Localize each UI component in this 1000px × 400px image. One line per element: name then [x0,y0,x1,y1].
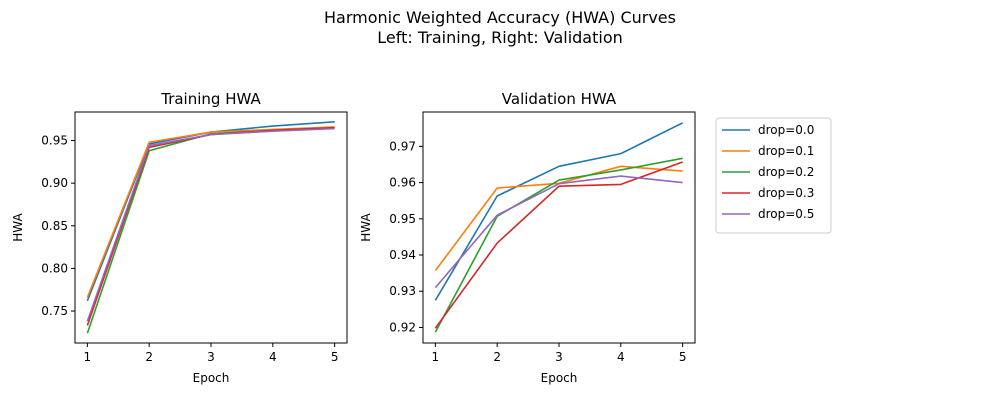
series-line-drop=0.2 [86,126,335,334]
series-line-drop=0.5 [86,127,335,322]
y-tick-label: 0.97 [389,139,416,153]
series-line-drop=0.0 [434,122,683,301]
y-axis-label: HWA [359,212,373,241]
x-tick-label: 5 [679,350,687,364]
panel-title: Validation HWA [502,90,617,108]
x-tick-label: 3 [555,350,563,364]
training-hwa-panel: Training HWA 1 2 3 4 5 0.75 0.80 0.85 0.90 0.95 Epo… [11,90,348,385]
x-tick-label: 4 [269,350,277,364]
x-tick-label: 2 [493,350,501,364]
y-tick-label: 0.96 [389,176,416,190]
legend-entry: drop=0.5 [758,207,814,221]
y-tick-label: 0.90 [41,176,68,190]
y-tick-label: 0.80 [41,261,68,275]
series-line-drop=0.0 [86,121,335,302]
legend-entry: drop=0.3 [758,186,814,200]
y-tick-label: 0.85 [41,219,68,233]
x-tick-label: 4 [617,350,625,364]
y-tick-label: 0.93 [389,284,416,298]
x-tick-label: 2 [145,350,153,364]
x-tick-label: 3 [207,350,215,364]
x-tick-label: 5 [331,350,339,364]
y-tick-label: 0.95 [389,212,416,226]
x-axis-label: Epoch [193,371,230,385]
validation-hwa-panel: Validation HWA 1 2 3 4 5 0.92 0.93 0.94 0.95 0.96 0… [359,90,696,385]
y-tick-label: 0.94 [389,248,416,262]
x-axis-label: Epoch [541,371,578,385]
series-line-drop=0.2 [434,157,683,333]
legend-entry: drop=0.0 [758,123,814,137]
legend-entry: drop=0.2 [758,165,814,179]
figure-title: Harmonic Weighted Accuracy (HWA) Curves [324,8,676,27]
figure-subtitle: Left: Training, Right: Validation [377,28,623,47]
series-line-drop=0.1 [86,126,335,298]
x-tick-label: 1 [84,350,92,364]
series-line-drop=0.3 [434,161,683,329]
y-tick-label: 0.92 [389,320,416,334]
plot-frame [74,111,348,344]
x-tick-label: 1 [432,350,440,364]
y-axis-label: HWA [11,212,25,241]
y-tick-label: 0.95 [41,134,68,148]
legend: drop=0.0 drop=0.1 drop=0.2 drop=0.3 drop=0.5 [715,117,832,234]
series-line-drop=0.1 [434,165,683,272]
series-line-drop=0.5 [434,175,683,289]
series-line-drop=0.3 [86,126,335,326]
legend-box [715,117,832,234]
y-tick-label: 0.75 [41,304,68,318]
panel-title: Training HWA [160,90,261,108]
plot-frame [422,111,696,344]
legend-entry: drop=0.1 [758,144,814,158]
